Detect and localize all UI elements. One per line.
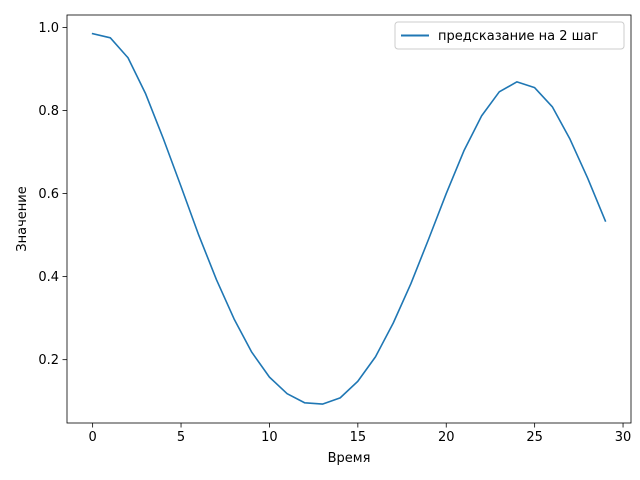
y-axis-ticks: 0.2 0.4 0.6 0.8 1.0 — [38, 21, 67, 368]
x-tick-label: 20 — [438, 430, 455, 445]
y-tick-label: 0.2 — [38, 353, 59, 368]
x-tick-label: 0 — [88, 430, 96, 445]
y-tick-label: 0.8 — [38, 104, 59, 119]
x-tick-label: 30 — [615, 430, 632, 445]
x-axis-title: Время — [328, 451, 371, 466]
y-tick-label: 0.6 — [38, 187, 59, 202]
legend-box — [394, 21, 625, 50]
series-line — [91, 32, 607, 405]
y-tick-label: 0.4 — [38, 270, 59, 285]
plot-area — [67, 15, 631, 423]
series-layer — [91, 32, 607, 405]
x-tick-label: 15 — [350, 430, 367, 445]
plot-frame — [66, 14, 632, 424]
x-tick-label: 10 — [261, 430, 278, 445]
y-axis-title: Значение — [15, 186, 30, 251]
x-axis-ticks: 0 5 10 15 20 25 30 — [88, 423, 631, 445]
x-tick-label: 5 — [177, 430, 185, 445]
y-tick-label: 1.0 — [38, 21, 59, 36]
legend: предсказание на 2 шаг — [394, 21, 625, 50]
x-tick-label: 25 — [526, 430, 543, 445]
legend-label: предсказание на 2 шаг — [438, 29, 599, 44]
